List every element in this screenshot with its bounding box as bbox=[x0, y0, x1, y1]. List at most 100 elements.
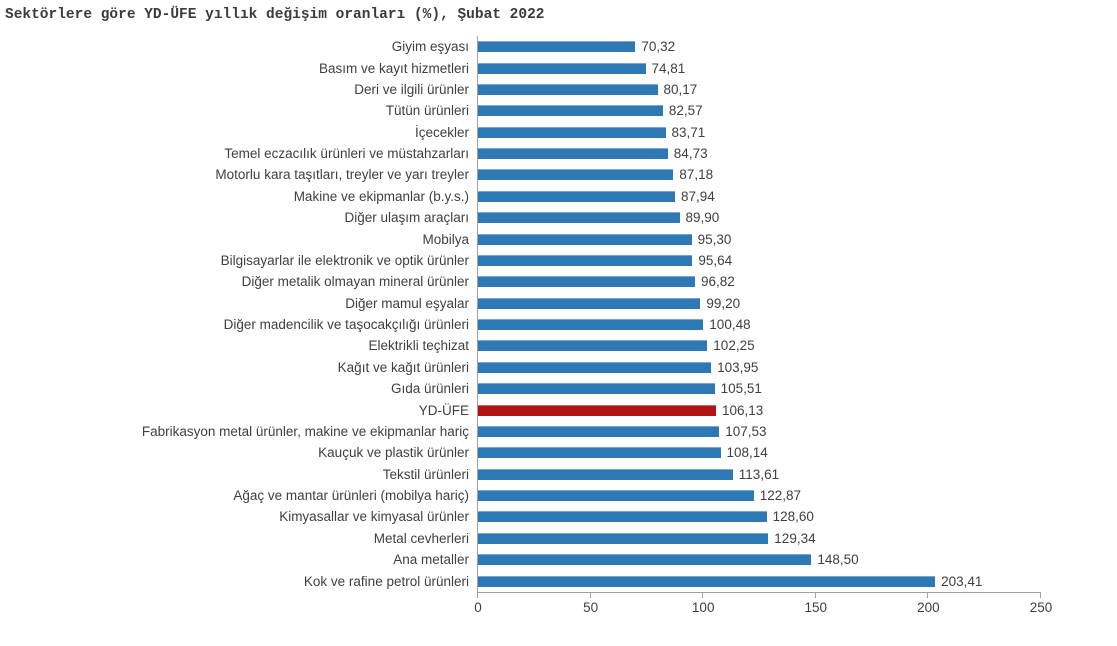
bar[interactable] bbox=[477, 319, 704, 331]
bar-row: Fabrikasyon metal ürünler, makine ve eki… bbox=[0, 421, 1117, 442]
value-label: 95,64 bbox=[698, 252, 733, 268]
category-label: Bilgisayarlar ile elektronik ve optik ür… bbox=[220, 252, 469, 268]
bar-track: 74,81 bbox=[477, 57, 1117, 78]
bar-row: Tekstil ürünleri 113,61 bbox=[0, 464, 1117, 485]
bar-track: 106,13 bbox=[477, 399, 1117, 420]
category-label: Diğer mamul eşyalar bbox=[345, 295, 469, 311]
bar[interactable] bbox=[477, 383, 715, 395]
value-label: 99,20 bbox=[706, 295, 741, 311]
bar-row: Diğer madencilik ve taşocakçılığı ürünle… bbox=[0, 314, 1117, 335]
bar-track: 105,51 bbox=[477, 378, 1117, 399]
bar-row: Gıda ürünleri 105,51 bbox=[0, 378, 1117, 399]
bar[interactable] bbox=[477, 425, 720, 437]
bar-row: Kok ve rafine petrol ürünleri 203,41 bbox=[0, 570, 1117, 591]
bar-row: Ana metaller 148,50 bbox=[0, 549, 1117, 570]
chart-title: Sektörlere göre YD-ÜFE yıllık değişim or… bbox=[5, 7, 545, 23]
bar[interactable] bbox=[477, 361, 712, 373]
bar-track: 203,41 bbox=[477, 570, 1117, 591]
bar[interactable] bbox=[477, 62, 646, 74]
bar[interactable] bbox=[477, 447, 721, 459]
bar[interactable] bbox=[477, 340, 708, 352]
category-label: Ana metaller bbox=[393, 552, 469, 568]
value-label: 82,57 bbox=[668, 103, 703, 119]
bar-row: Diğer metalik olmayan mineral ürünler 96,… bbox=[0, 271, 1117, 292]
x-axis-tick-label: 150 bbox=[804, 600, 828, 615]
bar-track: 87,18 bbox=[477, 164, 1117, 185]
value-label: 105,51 bbox=[720, 381, 762, 397]
bar-track: 122,87 bbox=[477, 485, 1117, 506]
bar[interactable] bbox=[477, 105, 663, 117]
category-label: Diğer ulaşım araçları bbox=[344, 210, 469, 226]
bar[interactable] bbox=[477, 276, 695, 288]
value-label: 148,50 bbox=[817, 552, 859, 568]
bar-track: 107,53 bbox=[477, 421, 1117, 442]
category-label: Kok ve rafine petrol ürünleri bbox=[303, 573, 469, 589]
bar[interactable] bbox=[477, 575, 936, 587]
x-axis-tick: 200 bbox=[917, 593, 940, 615]
x-axis-tick-label: 200 bbox=[917, 600, 940, 615]
category-label: Makine ve ekipmanlar (b.y.s.) bbox=[293, 188, 469, 204]
value-label: 108,14 bbox=[726, 445, 768, 461]
highlight-bar[interactable] bbox=[477, 404, 716, 416]
value-label: 203,41 bbox=[941, 573, 983, 589]
category-label: Basım ve kayıt hizmetleri bbox=[318, 60, 469, 76]
bar-row: Bilgisayarlar ile elektronik ve optik ür… bbox=[0, 250, 1117, 271]
value-label: 74,81 bbox=[651, 60, 686, 76]
category-label: İçecekler bbox=[414, 124, 469, 140]
bar[interactable] bbox=[477, 554, 812, 566]
bar-track: 128,60 bbox=[477, 506, 1117, 527]
bar-track: 102,25 bbox=[477, 335, 1117, 356]
bar-track: 84,73 bbox=[477, 143, 1117, 164]
bar[interactable] bbox=[477, 297, 701, 309]
value-label: 129,34 bbox=[774, 530, 816, 546]
bar[interactable] bbox=[477, 490, 754, 502]
category-label: Kimyasallar ve kimyasal ürünler bbox=[279, 509, 469, 525]
y-axis-line bbox=[477, 36, 478, 592]
value-label: 87,18 bbox=[679, 167, 714, 183]
category-label: Deri ve ilgili ürünler bbox=[354, 81, 469, 97]
bar[interactable] bbox=[477, 83, 658, 95]
bar-row: Deri ve ilgili ürünler 80,17 bbox=[0, 79, 1117, 100]
bar[interactable] bbox=[477, 41, 636, 53]
x-axis-tick: 100 bbox=[692, 593, 714, 615]
bar[interactable] bbox=[477, 212, 680, 224]
bar[interactable] bbox=[477, 254, 693, 266]
category-label: Gıda ürünleri bbox=[390, 381, 469, 397]
x-axis-tick: 150 bbox=[805, 593, 827, 615]
bar[interactable] bbox=[477, 148, 668, 160]
value-label: 96,82 bbox=[701, 274, 735, 290]
bar-row: Metal cevherleri 129,34 bbox=[0, 528, 1117, 549]
x-axis-tick: 50 bbox=[583, 593, 598, 615]
value-label: 83,71 bbox=[671, 124, 706, 140]
bar-track: 103,95 bbox=[477, 357, 1117, 378]
category-label: Giyim eşyası bbox=[391, 39, 469, 55]
x-axis-tick: 0 bbox=[474, 593, 482, 615]
x-axis-tick-label: 50 bbox=[583, 600, 599, 615]
value-label: 107,53 bbox=[725, 423, 767, 439]
bar[interactable] bbox=[477, 468, 733, 480]
value-label: 106,13 bbox=[722, 402, 764, 418]
category-label: Fabrikasyon metal ürünler, makine ve eki… bbox=[141, 423, 469, 439]
bar[interactable] bbox=[477, 233, 692, 245]
bar[interactable] bbox=[477, 169, 674, 181]
bar[interactable] bbox=[477, 190, 675, 202]
bar-track: 100,48 bbox=[477, 314, 1117, 335]
x-axis-tick-label: 0 bbox=[474, 600, 482, 615]
bar-track: 95,30 bbox=[477, 228, 1117, 249]
bar-row: Kauçuk ve plastik ürünler 108,14 bbox=[0, 442, 1117, 463]
value-label: 100,48 bbox=[709, 317, 751, 333]
bar-row: Diğer mamul eşyalar 99,20 bbox=[0, 293, 1117, 314]
value-label: 70,32 bbox=[641, 39, 676, 55]
bar-row: Mobilya 95,30 bbox=[0, 228, 1117, 249]
bar-track: 82,57 bbox=[477, 100, 1117, 121]
bar[interactable] bbox=[477, 126, 666, 138]
value-label: 113,61 bbox=[738, 466, 780, 482]
bar[interactable] bbox=[477, 532, 769, 544]
bar-row: Tütün ürünleri 82,57 bbox=[0, 100, 1117, 121]
bar-row: Giyim eşyası 70,32 bbox=[0, 36, 1117, 57]
bar-track: 113,61 bbox=[477, 464, 1117, 485]
bar[interactable] bbox=[477, 511, 767, 523]
bar-row: Elektrikli teçhizat 102,25 bbox=[0, 335, 1117, 356]
category-label: Kağıt ve kağıt ürünleri bbox=[337, 359, 469, 375]
